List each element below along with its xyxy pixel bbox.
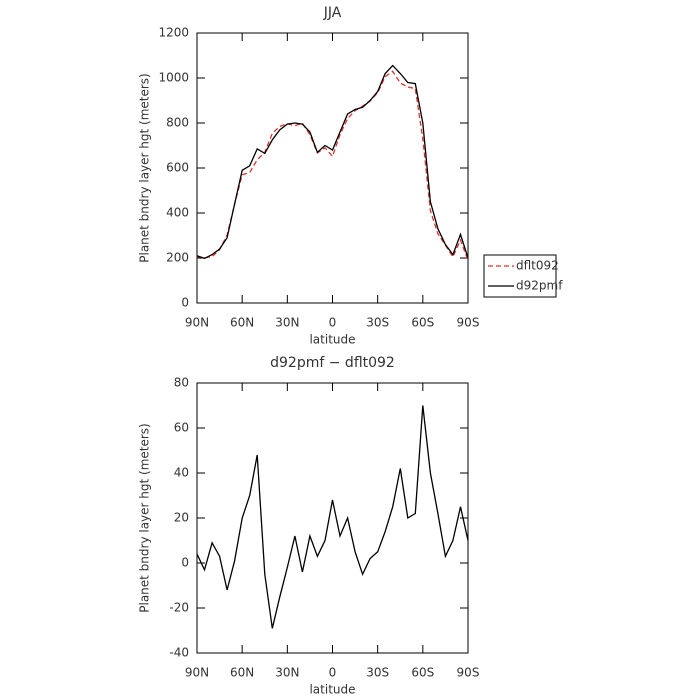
x-tick-label: 90N (185, 666, 209, 680)
x-axis-label: latitude (309, 683, 355, 697)
legend-label: dflt092 (516, 259, 559, 273)
x-tick-label: 90S (457, 666, 480, 680)
x-tick-label: 30S (366, 316, 389, 330)
x-axis-label: latitude (309, 333, 355, 347)
x-tick-label: 30N (275, 316, 299, 330)
data-line (196, 64, 469, 260)
y-tick-label: 40 (174, 466, 189, 480)
y-tick-label: 800 (166, 116, 189, 130)
x-tick-label: 60N (230, 316, 254, 330)
y-tick-label: 0 (181, 296, 189, 310)
x-tick-label: 30N (275, 666, 299, 680)
data-line (196, 70, 469, 261)
y-tick-label: 200 (166, 251, 189, 265)
x-tick-label: 90N (185, 316, 209, 330)
y-tick-label: 60 (174, 421, 189, 435)
x-tick-label: 0 (329, 666, 337, 680)
y-tick-label: 400 (166, 206, 189, 220)
x-tick-label: 60S (411, 316, 434, 330)
y-tick-label: 1200 (158, 26, 189, 40)
x-tick-label: 30S (366, 666, 389, 680)
y-axis-label: Planet bndry layer hgt (meters) (138, 423, 152, 613)
x-tick-label: 0 (329, 316, 337, 330)
y-tick-label: 600 (166, 161, 189, 175)
y-tick-label: -40 (169, 646, 189, 660)
y-axis-label: Planet bndry layer hgt (meters) (138, 73, 152, 263)
chart-title: JJA (323, 5, 342, 21)
plot-frame (196, 382, 469, 654)
y-tick-label: 1000 (158, 71, 189, 85)
y-tick-label: 80 (174, 376, 189, 390)
y-tick-label: 20 (174, 511, 189, 525)
x-tick-label: 60N (230, 666, 254, 680)
legend-label: d92pmf (516, 279, 563, 293)
x-tick-label: 60S (411, 666, 434, 680)
legend-box (483, 254, 557, 298)
x-tick-label: 90S (457, 316, 480, 330)
y-tick-label: 0 (181, 556, 189, 570)
chart-title: d92pmf − dflt092 (270, 355, 395, 371)
y-tick-label: -20 (169, 601, 189, 615)
data-line (196, 405, 469, 629)
